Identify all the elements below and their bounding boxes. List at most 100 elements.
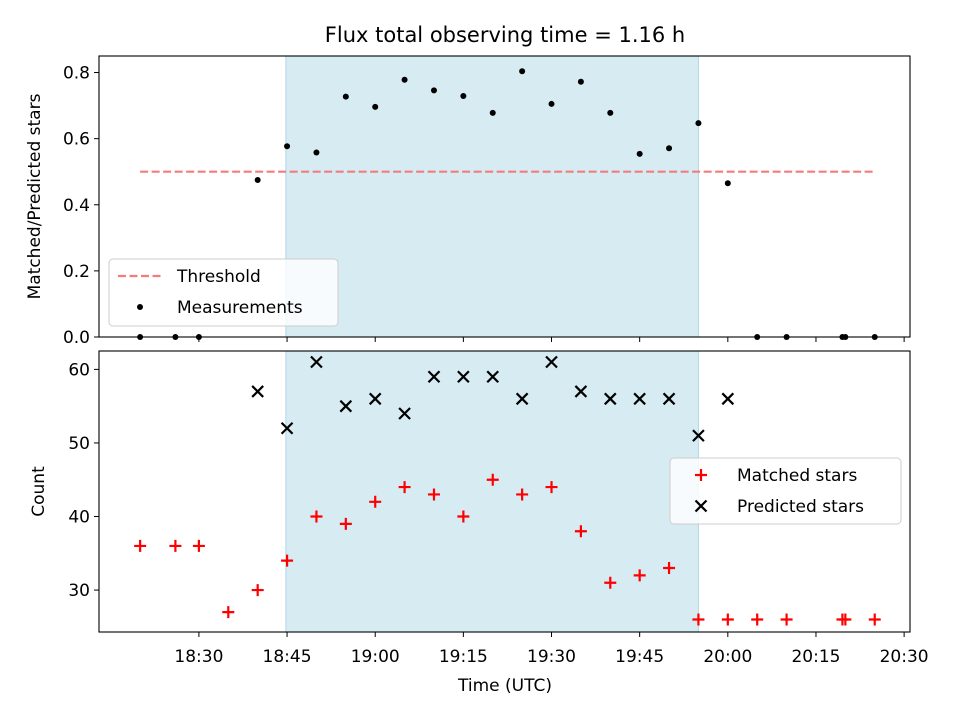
data-point — [662, 392, 676, 406]
y-tick-label: 50 — [68, 434, 90, 454]
data-point — [489, 109, 496, 116]
data-point — [169, 539, 182, 552]
plot-frame — [98, 55, 911, 338]
legend-box — [669, 457, 902, 525]
data-point — [721, 613, 734, 626]
data-point — [545, 355, 558, 369]
y-tick-label: 0.2 — [63, 262, 90, 282]
data-point — [310, 510, 323, 523]
data-point — [427, 488, 440, 501]
data-point — [633, 392, 646, 406]
y-tick-label: 0.8 — [63, 64, 90, 84]
data-point — [868, 613, 881, 626]
data-point — [251, 584, 264, 597]
data-point — [310, 355, 323, 369]
x-tick-label: 20:30 — [880, 647, 929, 667]
legend-measurements-swatch — [137, 304, 143, 310]
legend-predicted-swatch — [694, 499, 708, 513]
legend-matched-swatch — [695, 469, 707, 481]
x-tick-label: 18:30 — [174, 647, 223, 667]
data-point — [548, 100, 555, 107]
x-tick-label: 19:45 — [615, 647, 664, 667]
data-point — [222, 606, 235, 619]
legend-threshold-label: Threshold — [176, 267, 261, 287]
data-point — [280, 421, 294, 435]
data-point — [134, 539, 147, 552]
data-point — [692, 613, 705, 626]
data-point — [372, 103, 379, 110]
legend-matched-label: Matched stars — [737, 466, 857, 486]
data-point — [369, 495, 382, 508]
data-point — [192, 539, 205, 552]
data-point — [666, 145, 673, 152]
chart-title: Flux total observing time = 1.16 h — [325, 23, 685, 47]
legend-box — [108, 258, 339, 327]
data-point — [663, 562, 676, 575]
y-tick-label: 30 — [68, 581, 90, 601]
legend-predicted-label: Predicted stars — [737, 497, 864, 517]
data-point — [604, 392, 617, 406]
data-point — [751, 613, 764, 626]
data-point — [839, 613, 852, 626]
data-point — [284, 143, 291, 150]
legend: Matched stars Predicted stars — [669, 457, 902, 525]
y-tick-label: 40 — [68, 508, 90, 528]
data-point — [519, 68, 526, 75]
y-axis-label: Count — [29, 466, 49, 517]
x-axis-label: Time (UTC) — [457, 676, 552, 696]
data-point — [427, 370, 441, 384]
data-point — [695, 120, 702, 127]
x-tick-label: 20:00 — [703, 647, 752, 667]
series-matched-stars — [134, 473, 881, 626]
data-point — [604, 576, 617, 589]
x-tick-label: 20:15 — [791, 647, 840, 667]
data-point — [460, 93, 467, 100]
data-point — [516, 488, 529, 501]
data-point — [780, 613, 793, 626]
x-tick-label: 19:00 — [351, 647, 400, 667]
data-point — [574, 385, 588, 398]
data-point — [692, 429, 705, 442]
data-point — [313, 149, 320, 156]
data-point — [398, 481, 411, 494]
plot-frame — [98, 350, 911, 633]
data-point — [281, 554, 294, 567]
data-point — [401, 76, 408, 83]
data-point — [486, 473, 499, 486]
data-point — [633, 569, 646, 582]
data-point — [368, 392, 382, 406]
data-point — [486, 370, 500, 384]
data-point — [254, 176, 261, 183]
y-axis-label: Matched/Predicted stars — [25, 93, 45, 299]
x-tick-label: 18:45 — [263, 647, 312, 667]
data-point — [574, 525, 587, 538]
y-tick-label: 0.0 — [63, 328, 90, 348]
data-point — [457, 370, 470, 384]
observing-span — [285, 350, 699, 633]
data-point — [721, 392, 735, 406]
data-point — [515, 392, 529, 406]
x-tick-label: 19:15 — [439, 647, 488, 667]
data-point — [577, 78, 584, 85]
panel-bottom: 30 40 50 60 18:30 18:45 19:00 19:15 19:30 19:45 20… — [29, 350, 929, 667]
legend-measurements-label: Measurements — [177, 298, 303, 318]
data-point — [636, 150, 643, 157]
data-point — [430, 87, 437, 94]
y-tick-label: 0.4 — [63, 196, 90, 216]
legend: Threshold Measurements — [108, 258, 339, 327]
data-point — [339, 517, 352, 530]
data-point — [398, 407, 411, 420]
data-point — [251, 385, 264, 398]
data-point — [342, 93, 349, 100]
observing-span — [285, 55, 699, 338]
panel-top: 0.0 0.2 0.4 0.6 0.8 Matched/Predicted stars Th… — [25, 55, 911, 348]
series-predicted-stars — [251, 355, 735, 442]
data-point — [545, 481, 558, 494]
x-tick-label: 19:30 — [527, 647, 576, 667]
data-point — [457, 510, 470, 523]
data-point — [724, 180, 731, 187]
y-tick-label: 60 — [68, 360, 90, 380]
data-point — [607, 109, 614, 116]
y-tick-label: 0.6 — [63, 130, 90, 150]
